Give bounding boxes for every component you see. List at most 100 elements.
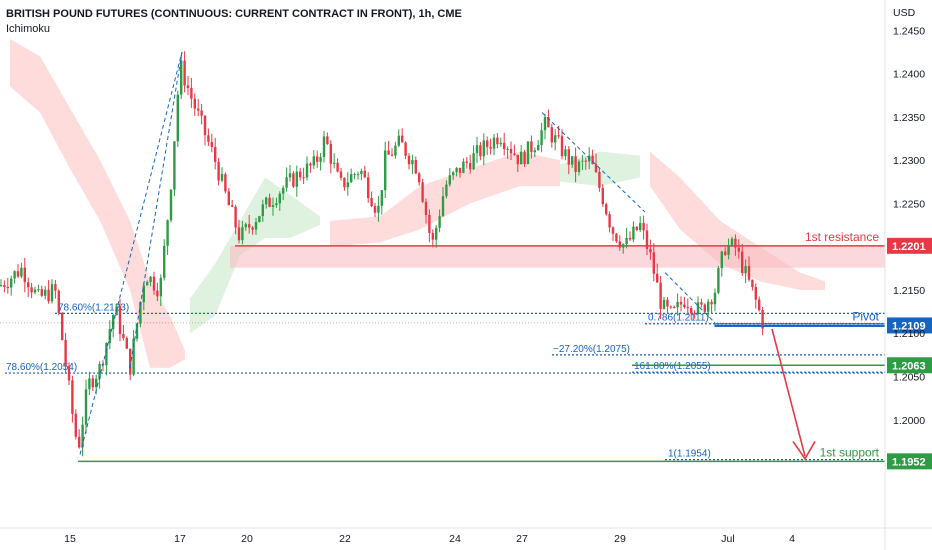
candle-body bbox=[373, 206, 377, 213]
candle-body bbox=[625, 237, 628, 245]
candle-body bbox=[384, 150, 387, 191]
candle-body bbox=[377, 205, 380, 213]
candle-body bbox=[152, 276, 156, 291]
pivot-label: Pivot bbox=[852, 309, 879, 323]
candle-body bbox=[560, 136, 564, 157]
x-tick-label: 22 bbox=[339, 533, 351, 545]
candle-body bbox=[350, 174, 353, 183]
candle-body bbox=[584, 160, 587, 162]
candle-body bbox=[258, 216, 261, 223]
candle-body bbox=[285, 177, 288, 188]
candle-body bbox=[435, 227, 438, 240]
candle-body bbox=[724, 251, 727, 255]
candle-body bbox=[78, 436, 81, 448]
candle-body bbox=[649, 249, 652, 253]
candle-body bbox=[370, 198, 373, 207]
candle-body bbox=[176, 94, 179, 142]
candle-body bbox=[489, 146, 492, 149]
y-tick-label: 1.2300 bbox=[893, 155, 925, 167]
candle-body bbox=[142, 285, 145, 303]
candle-body bbox=[713, 292, 717, 305]
candle-body bbox=[666, 299, 669, 307]
candle-body bbox=[180, 60, 183, 95]
candle-body bbox=[380, 190, 383, 206]
resistance-badge-text: 1.2201 bbox=[892, 241, 926, 253]
candle-body bbox=[390, 154, 394, 156]
indicator-label: Ichimoku bbox=[6, 23, 51, 35]
candle-body bbox=[462, 161, 465, 173]
candle-body bbox=[50, 284, 54, 302]
candle-body bbox=[237, 227, 241, 241]
fib-trend-line-down bbox=[541, 112, 646, 213]
fib-trend-line-down-2 bbox=[664, 272, 716, 324]
candle-body bbox=[632, 226, 635, 240]
candle-body bbox=[271, 205, 275, 207]
candle-body bbox=[244, 224, 247, 228]
candle-body bbox=[404, 142, 407, 156]
candle-body bbox=[492, 137, 496, 149]
resistance-label: 1st resistance bbox=[805, 230, 879, 244]
pivot-badge-text: 1.2109 bbox=[892, 320, 926, 332]
candle-body bbox=[499, 143, 502, 145]
candle-body bbox=[23, 267, 26, 283]
x-tick-label: Jul bbox=[721, 533, 734, 545]
candle-body bbox=[132, 338, 135, 375]
candle-body bbox=[622, 244, 625, 248]
candle-body bbox=[571, 156, 574, 165]
candle-body bbox=[543, 116, 547, 131]
cloud-bearish-2 bbox=[330, 151, 560, 247]
candle-body bbox=[54, 284, 57, 291]
candle-body bbox=[186, 85, 190, 89]
candle-body bbox=[149, 276, 152, 283]
cloud-bearish-3 bbox=[650, 151, 825, 290]
candle-body bbox=[27, 282, 30, 288]
candle-body bbox=[730, 238, 734, 246]
candle-body bbox=[231, 205, 234, 207]
y-tick-label: 1.2250 bbox=[893, 198, 925, 210]
x-tick-label: 20 bbox=[241, 533, 253, 545]
ichimoku-cloud-layer bbox=[10, 38, 825, 368]
candle-body bbox=[227, 191, 230, 206]
candle-body bbox=[418, 173, 421, 183]
candle-body bbox=[61, 312, 64, 340]
candle-body bbox=[656, 273, 659, 283]
candle-body bbox=[329, 144, 332, 164]
cloud-bullish-1 bbox=[190, 177, 320, 334]
candle-body bbox=[414, 160, 417, 174]
x-tick-label: 29 bbox=[614, 533, 626, 545]
candle-body bbox=[282, 187, 285, 194]
candle-body bbox=[424, 201, 428, 215]
candle-body bbox=[254, 222, 258, 230]
candle-body bbox=[690, 308, 693, 314]
x-tick-label: 4 bbox=[789, 533, 795, 545]
candle-body bbox=[707, 301, 710, 312]
candle-body bbox=[513, 153, 516, 155]
candle-body bbox=[336, 162, 339, 172]
candle-body bbox=[421, 182, 424, 202]
y-tick-label: 1.2150 bbox=[893, 285, 925, 297]
candle-body bbox=[662, 299, 666, 309]
candle-body bbox=[737, 247, 740, 252]
y-tick-label: 1.2050 bbox=[893, 372, 925, 384]
candle-body bbox=[268, 197, 271, 207]
candle-body bbox=[394, 145, 397, 156]
candle-body bbox=[299, 171, 302, 178]
candle-body bbox=[173, 141, 176, 190]
candle-body bbox=[200, 110, 203, 116]
candle-body bbox=[639, 223, 642, 230]
candle-body bbox=[428, 214, 431, 233]
candle-body bbox=[710, 301, 713, 305]
candle-body bbox=[207, 135, 210, 142]
candle-body bbox=[448, 175, 451, 185]
candle-body bbox=[669, 306, 672, 308]
candle-body bbox=[71, 380, 74, 414]
candle-body bbox=[479, 145, 482, 157]
candle-body bbox=[84, 389, 88, 425]
candle-body bbox=[475, 145, 479, 154]
candle-body bbox=[482, 140, 485, 157]
y-tick-label: 1.2350 bbox=[893, 112, 925, 124]
candle-body bbox=[302, 177, 305, 179]
candle-body bbox=[554, 135, 557, 143]
candle-body bbox=[346, 182, 349, 188]
